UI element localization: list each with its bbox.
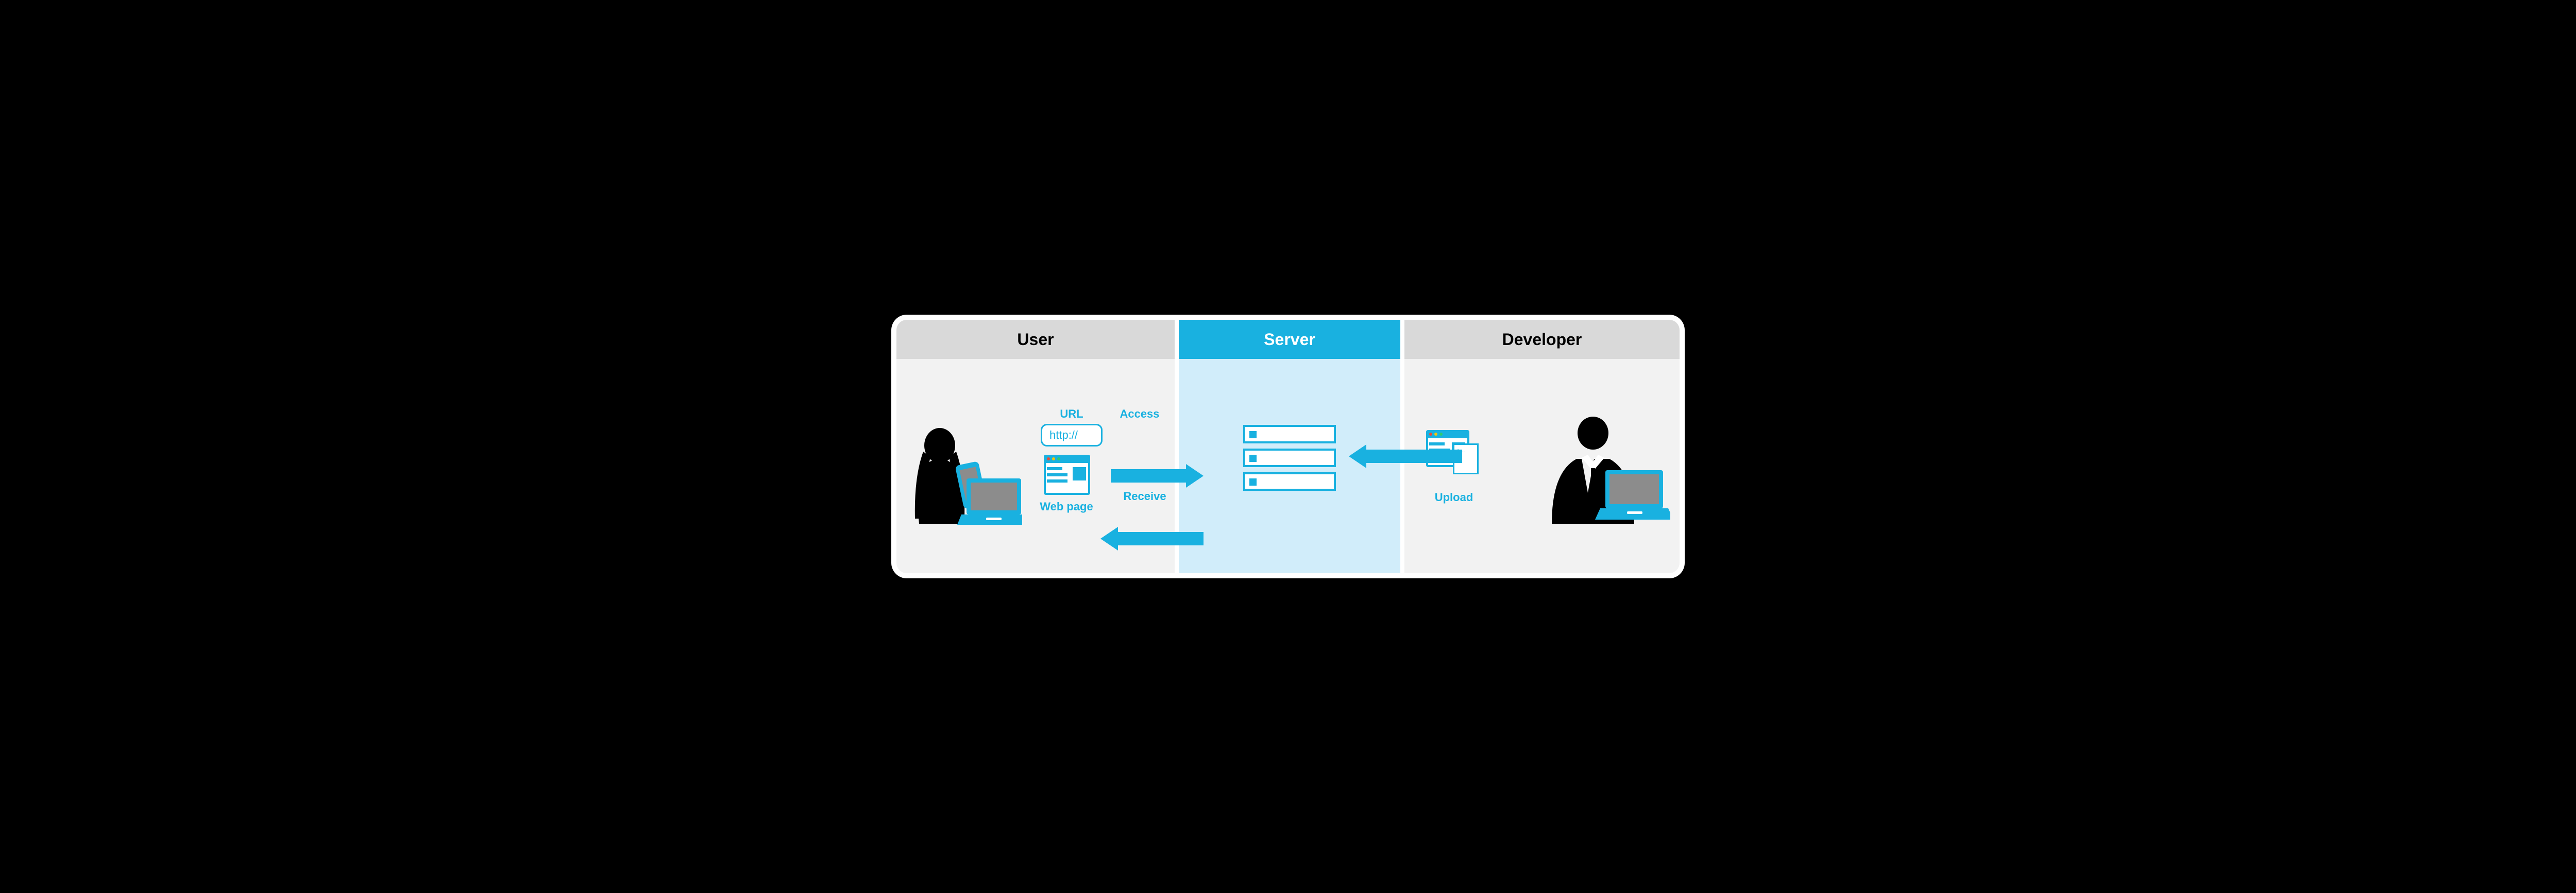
- server-rack-icon: [1243, 425, 1336, 496]
- developer-icon: [1521, 410, 1670, 529]
- access-arrow-icon: [1111, 464, 1204, 488]
- webpage-label: Web page: [1036, 500, 1097, 513]
- receive-arrow-icon: [1100, 527, 1204, 551]
- user-title: User: [1017, 330, 1054, 349]
- server-slot: [1243, 449, 1336, 467]
- access-label: Access: [1114, 407, 1165, 421]
- user-icon: [904, 421, 1022, 534]
- server-body: [1179, 359, 1400, 573]
- url-field: http://: [1041, 424, 1103, 447]
- server-title: Server: [1264, 330, 1315, 349]
- server-slot: [1243, 472, 1336, 491]
- server-slot: [1243, 425, 1336, 443]
- webpage-icon: [1044, 455, 1090, 495]
- user-column: User: [896, 320, 1175, 573]
- receive-label: Receive: [1119, 490, 1171, 503]
- user-body: URL http:// Web page Access Receive: [896, 359, 1175, 573]
- server-column: Server: [1179, 320, 1400, 573]
- diagram-frame: User: [891, 315, 1685, 578]
- user-header: User: [896, 320, 1175, 359]
- server-header: Server: [1179, 320, 1400, 359]
- developer-header: Developer: [1404, 320, 1680, 359]
- columns-container: User: [896, 320, 1680, 573]
- upload-arrow-icon: [1349, 444, 1462, 468]
- url-label: URL: [1051, 407, 1092, 421]
- upload-label: Upload: [1428, 491, 1480, 504]
- developer-title: Developer: [1502, 330, 1582, 349]
